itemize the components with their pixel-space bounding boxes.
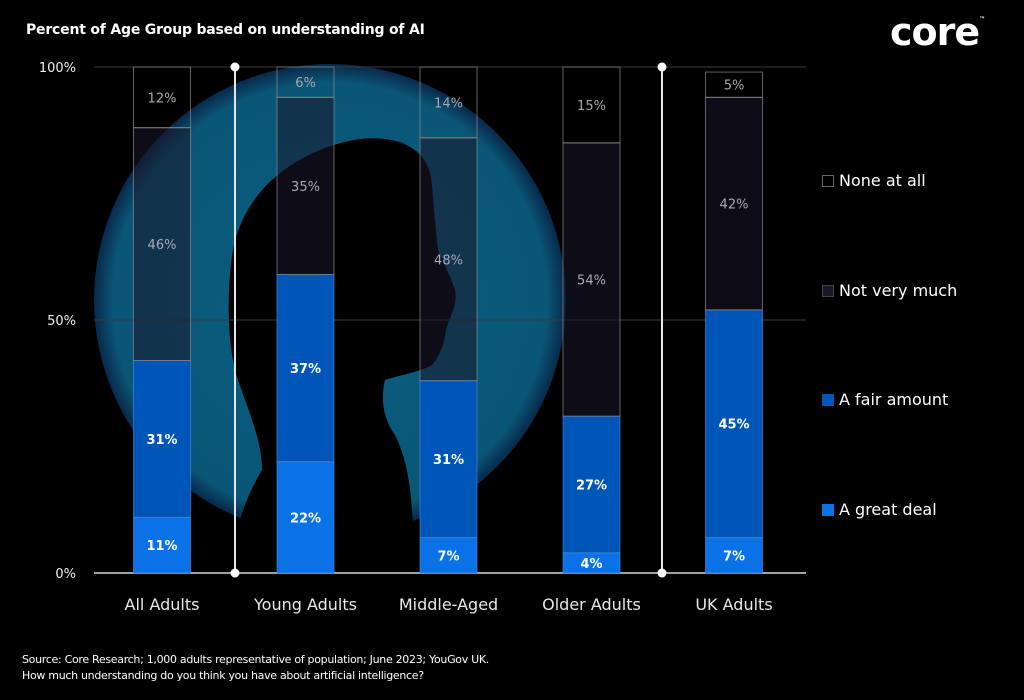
divider-dot-bottom	[230, 568, 240, 578]
legend-label: Not very much	[839, 281, 958, 300]
source-note: Source: Core Research; 1,000 adults repr…	[22, 653, 489, 666]
legend-label: A great deal	[839, 500, 937, 519]
divider-dot-top	[230, 62, 240, 72]
data-label-older-adults-none-at-all: 15%	[577, 99, 606, 114]
logo-text: core	[890, 10, 980, 54]
bar-segment-older-adults-not-very-much	[562, 142, 621, 417]
survey-question: How much understanding do you think you …	[22, 669, 424, 682]
legend-swatch-a-fair-amount	[822, 393, 834, 406]
x-tick-label: Middle-Aged	[399, 595, 498, 614]
data-label-all-adults-not-very-much: 46%	[148, 238, 177, 253]
x-tick-label: Older Adults	[542, 595, 641, 614]
data-label-older-adults-not-very-much: 54%	[577, 274, 606, 289]
data-label-young-adults-a-fair-amount: 37%	[290, 362, 321, 377]
bar-segment-middle-aged-a-fair-amount	[419, 380, 478, 539]
chart-footer: Source: Core Research; 1,000 adults repr…	[22, 652, 489, 684]
data-label-middle-aged-a-fair-amount: 31%	[433, 453, 464, 468]
bar-segment-all-adults-a-fair-amount	[133, 359, 191, 518]
bar-segment-older-adults-none-at-all	[562, 66, 621, 144]
legend-item-not-very-much: Not very much	[822, 281, 957, 300]
data-label-young-adults-not-very-much: 35%	[291, 180, 320, 195]
chart-title: Percent of Age Group based on understand…	[26, 22, 425, 38]
legend-item-a-great-deal: A great deal	[822, 500, 937, 519]
divider-dot-bottom	[657, 568, 667, 578]
y-tick-label: 0%	[55, 567, 76, 582]
y-tick-label: 50%	[47, 314, 76, 329]
core-logo: core™	[890, 10, 985, 54]
legend-item-a-fair-amount: A fair amount	[822, 390, 948, 409]
bar-segment-all-adults-none-at-all	[133, 66, 191, 129]
x-tick-label: Young Adults	[253, 595, 357, 614]
bar-segment-young-adults-not-very-much	[276, 96, 335, 275]
data-label-uk-adults-not-very-much: 42%	[720, 198, 749, 213]
divider-dot-top	[657, 62, 667, 72]
data-label-older-adults-a-fair-amount: 27%	[576, 478, 607, 493]
legend-label: A fair amount	[839, 390, 949, 409]
data-label-uk-adults-none-at-all: 5%	[724, 79, 745, 94]
bar-segment-young-adults-none-at-all	[276, 66, 335, 98]
trademark-mark: ™	[979, 16, 985, 23]
data-label-all-adults-a-fair-amount: 31%	[146, 433, 177, 448]
data-label-middle-aged-none-at-all: 14%	[434, 96, 463, 111]
legend-swatch-not-very-much	[822, 284, 834, 297]
legend-swatch-none-at-all	[822, 174, 834, 187]
legend-item-none-at-all: None at all	[822, 171, 926, 190]
data-label-all-adults-a-great-deal: 11%	[146, 539, 177, 554]
x-tick-label: UK Adults	[695, 595, 772, 614]
data-label-young-adults-none-at-all: 6%	[295, 76, 316, 91]
data-label-uk-adults-a-great-deal: 7%	[723, 549, 745, 564]
y-tick-label: 100%	[39, 61, 76, 76]
data-label-uk-adults-a-fair-amount: 45%	[718, 418, 749, 433]
bar-segment-middle-aged-none-at-all	[419, 66, 478, 139]
data-label-middle-aged-not-very-much: 48%	[434, 253, 463, 268]
bar-segment-all-adults-not-very-much	[133, 127, 191, 361]
bar-segment-uk-adults-a-great-deal	[705, 537, 763, 574]
bar-segment-uk-adults-not-very-much	[705, 96, 763, 311]
bar-segment-uk-adults-none-at-all	[705, 71, 763, 98]
data-label-older-adults-a-great-deal: 4%	[580, 557, 602, 572]
data-label-young-adults-a-great-deal: 22%	[290, 511, 321, 526]
legend-label: None at all	[839, 171, 926, 190]
bar-segment-uk-adults-a-fair-amount	[705, 309, 763, 539]
x-tick-label: All Adults	[125, 595, 200, 614]
data-label-middle-aged-a-great-deal: 7%	[437, 549, 459, 564]
legend-swatch-a-great-deal	[822, 503, 834, 516]
data-label-all-adults-none-at-all: 12%	[148, 91, 177, 106]
bar-segment-middle-aged-not-very-much	[419, 137, 478, 382]
